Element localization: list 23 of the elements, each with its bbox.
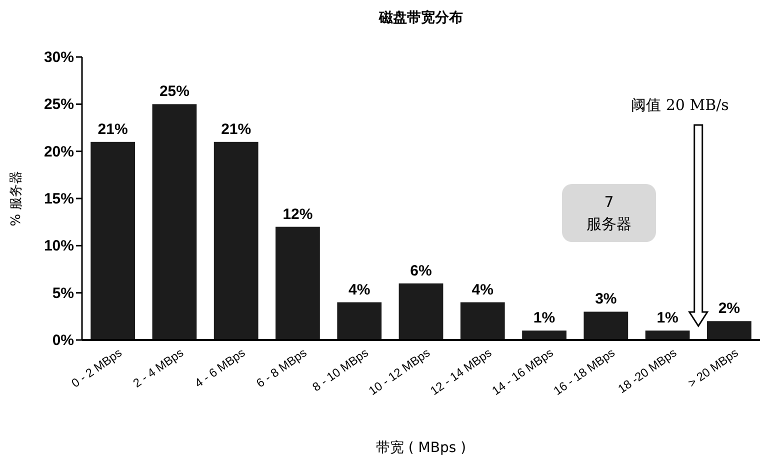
data-label: 4%: [472, 281, 494, 298]
y-tick-label: 30%: [44, 49, 74, 66]
chart-title: 磁盘带宽分布: [378, 9, 463, 26]
data-label: 21%: [98, 120, 128, 138]
y-tick-label: 10%: [44, 238, 74, 255]
data-label: 1%: [656, 310, 678, 327]
y-axis-title: % 服务器: [9, 170, 24, 226]
y-tick-label: 0%: [52, 332, 74, 349]
y-tick-label: 20%: [44, 143, 74, 160]
y-tick-label: 25%: [44, 96, 74, 114]
annotation: 阈值 20 MB/s: [631, 96, 729, 114]
data-label: 12%: [282, 206, 313, 223]
x-axis-title: 带宽 ( MBps ): [376, 440, 466, 456]
data-label: 3%: [595, 290, 617, 308]
data-label: 6%: [410, 262, 432, 280]
y-tick-label: 5%: [52, 284, 74, 302]
data-label: 2%: [718, 300, 740, 318]
y-tick-label: 15%: [44, 190, 74, 208]
data-label: 4%: [348, 281, 370, 298]
data-label: 1%: [533, 310, 556, 327]
data-label: 21%: [221, 120, 252, 138]
data-label: 25%: [159, 83, 190, 100]
annotation: 7 服务器: [586, 193, 632, 233]
